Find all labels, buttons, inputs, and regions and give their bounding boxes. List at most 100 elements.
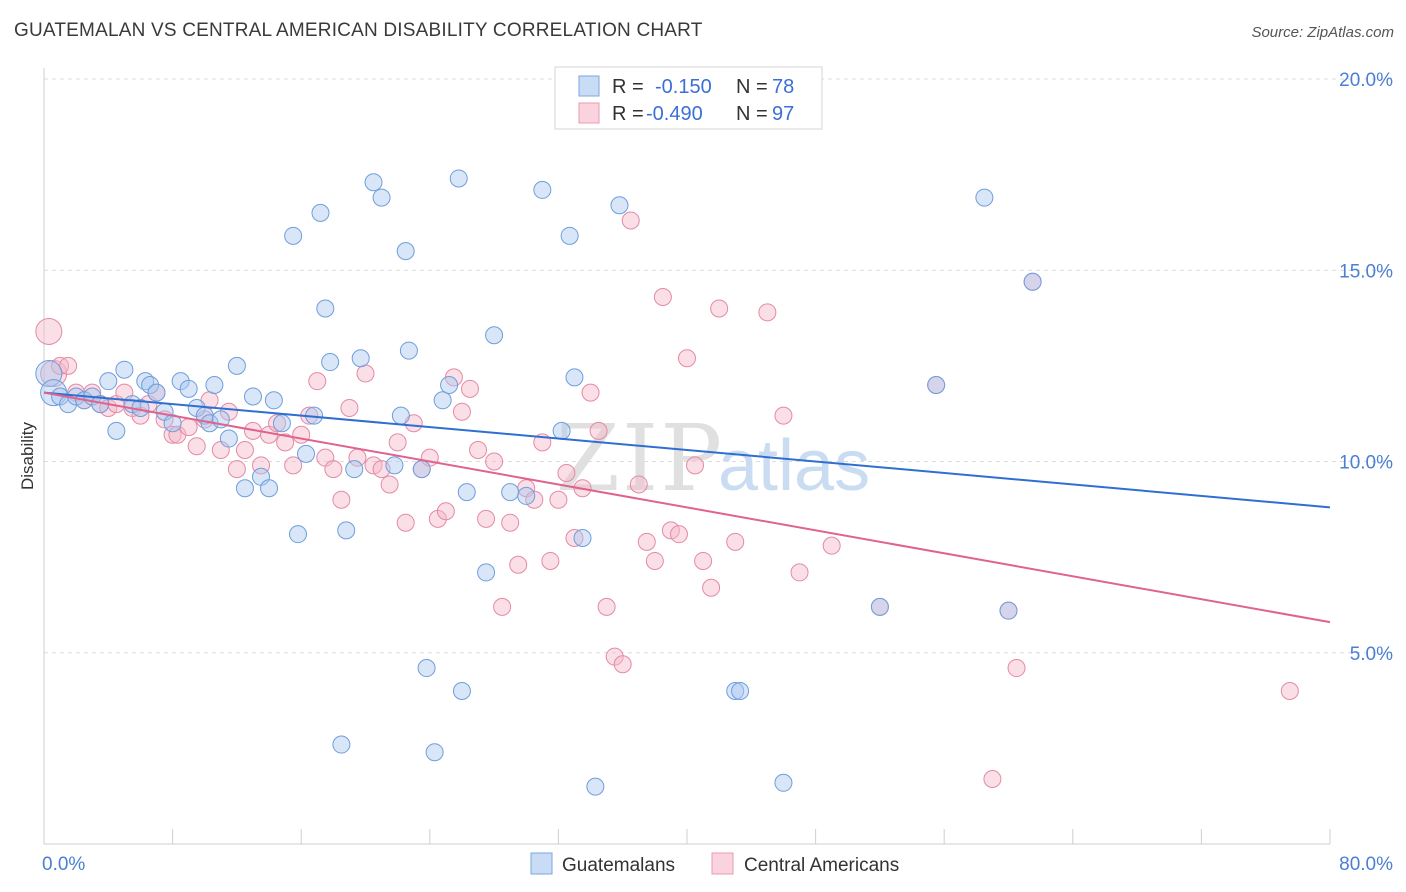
- central-americans-point: [613, 655, 632, 674]
- central-americans-point: [645, 551, 664, 570]
- guatemalans-point: [264, 391, 283, 410]
- central-americans-point: [268, 414, 287, 433]
- central-americans-point: [501, 513, 520, 532]
- guatemalans-point: [260, 479, 279, 498]
- x-axis: [43, 829, 1331, 845]
- central-americans-point: [726, 532, 745, 551]
- guatemalans-point: [205, 376, 224, 394]
- guatemalans-point: [433, 391, 452, 410]
- bottom-legend-label-guatemalans: Guatemalans: [562, 855, 675, 876]
- guatemalans-point: [364, 173, 383, 192]
- guatemalans-point: [517, 486, 536, 505]
- guatemalans-point: [477, 563, 496, 582]
- guatemalans-point: [560, 226, 579, 245]
- guatemalans-point: [351, 349, 370, 368]
- guatemalans-point: [141, 376, 160, 394]
- bottom-legend-swatch-central-americans: [711, 852, 734, 875]
- y-tick-label: 15.0%: [1339, 261, 1393, 282]
- guatemalans-point: [235, 479, 254, 498]
- guatemalans-point: [726, 682, 745, 700]
- guatemalans-point: [417, 659, 436, 678]
- central-americans-point: [686, 456, 705, 475]
- guatemalans-point: [452, 682, 471, 700]
- guatemalans-point: [999, 601, 1018, 620]
- x-tick-label-min: 0.0%: [42, 854, 85, 875]
- legend-r-label-1: R =: [612, 76, 644, 98]
- guatemalans-point: [243, 387, 262, 406]
- central-americans-point: [581, 383, 600, 402]
- central-americans-point: [702, 578, 721, 597]
- guatemalans-point: [147, 383, 166, 402]
- guatemalans-point: [425, 743, 444, 762]
- guatemalans-point: [219, 429, 238, 448]
- central-americans-point: [822, 536, 841, 555]
- guatemalans-point: [399, 341, 418, 360]
- central-americans-point: [589, 421, 608, 440]
- guatemalans-point: [297, 444, 316, 463]
- guatemalans-point: [385, 456, 404, 475]
- central-americans-point: [493, 597, 512, 616]
- guatemalans-point: [321, 353, 340, 372]
- guatemalans-point: [731, 682, 750, 700]
- bottom-legend-swatch-guatemalans: [530, 852, 553, 875]
- guatemalans-point: [774, 773, 793, 792]
- guatemalans-point: [573, 529, 592, 547]
- guatemalans-point: [565, 368, 584, 387]
- central-americans-point: [324, 460, 343, 479]
- central-americans-point: [597, 597, 616, 616]
- central-americans-point: [396, 513, 415, 532]
- legend-n-value-2: 97: [772, 103, 794, 125]
- guatemalans-point: [337, 521, 356, 540]
- central-americans-point: [436, 502, 455, 521]
- x-tick-label-max: 80.0%: [1339, 854, 1393, 875]
- central-americans-point: [509, 555, 528, 574]
- guatemalans-point: [115, 360, 134, 379]
- central-americans-point: [340, 398, 359, 417]
- legend-swatch-pink: [578, 102, 600, 124]
- guatemalans-point: [396, 242, 415, 261]
- central-americans-point: [669, 525, 688, 544]
- guatemalans-point: [501, 483, 520, 502]
- central-americans-point: [790, 563, 809, 582]
- bottom-legend-label-central-americans: Central Americans: [744, 855, 899, 876]
- watermark-atlas: atlas: [718, 426, 870, 506]
- central-americans-point: [477, 509, 496, 528]
- central-americans-point: [637, 532, 656, 551]
- series-legend: Guatemalans Central Americans: [530, 852, 899, 876]
- central-americans-point: [469, 441, 488, 460]
- guatemalans-point: [272, 414, 291, 433]
- guatemalans-point: [107, 421, 126, 440]
- guatemalans-point: [449, 169, 468, 188]
- guatemalans-point: [179, 379, 198, 398]
- central-americans-point: [983, 769, 1002, 788]
- guatemalans-point: [284, 226, 303, 245]
- trend-line-central-americans: [43, 391, 1331, 624]
- central-americans-point: [1280, 682, 1299, 700]
- watermark-zip: ZIP: [556, 405, 724, 512]
- central-americans-point: [308, 372, 327, 391]
- guatemalans-point: [533, 180, 552, 199]
- central-americans-point: [774, 406, 793, 425]
- central-americans-point: [710, 299, 729, 318]
- guatemalans-point: [391, 406, 410, 425]
- central-americans-point: [356, 364, 375, 383]
- central-americans-point: [332, 490, 351, 509]
- legend-r-label-2: R =: [612, 103, 644, 125]
- central-americans-point: [694, 551, 713, 570]
- central-americans-point: [557, 463, 576, 482]
- central-americans-point: [460, 379, 479, 398]
- central-americans-point: [292, 425, 311, 444]
- guatemalans-point: [99, 372, 118, 391]
- guatemalans-point: [316, 299, 335, 318]
- legend-swatch-blue: [578, 75, 600, 97]
- legend-n-value-1: 78: [772, 76, 794, 98]
- central-americans-point: [235, 441, 254, 460]
- central-americans-point: [621, 211, 640, 230]
- guatemalans-point: [412, 460, 431, 479]
- y-tick-labels: 5.0% 10.0% 15.0% 20.0%: [1339, 70, 1393, 665]
- central-americans-point: [276, 433, 295, 452]
- guatemalans-point: [1023, 272, 1042, 291]
- guatemalans-point: [610, 196, 629, 215]
- legend-n-label-2: N =: [736, 103, 768, 125]
- guatemalans-point: [440, 376, 459, 394]
